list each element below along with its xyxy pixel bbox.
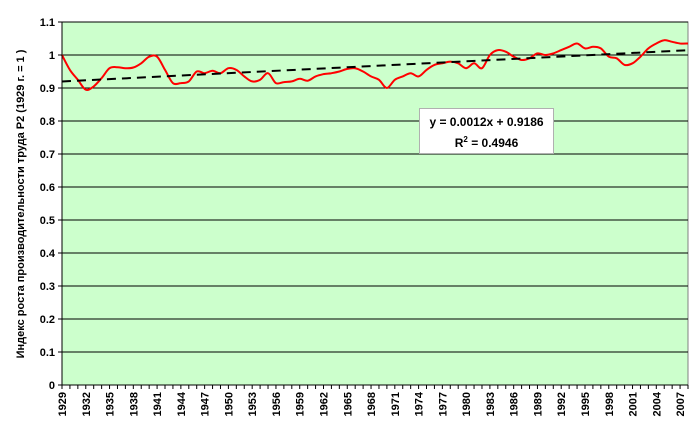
x-tick-label: 1986 [509,392,521,416]
y-tick-label: 0 [49,380,55,392]
x-tick-label: 1938 [128,392,140,416]
series-layer [61,39,689,91]
x-tick-label: 1977 [437,392,449,416]
x-tick-label: 1965 [342,392,354,416]
x-tick-label: 2007 [675,392,687,416]
x-tick-label: 1947 [200,392,212,416]
x-tick-label: 1983 [485,392,497,416]
y-tick-label: 0.6 [40,182,55,194]
y-axis-label: Индекс роста производительности труда P2… [15,49,27,358]
x-tick-label: 1992 [556,392,568,416]
r-squared-label: R2 = 0.4946 [420,131,553,152]
x-tick-label: 1929 [57,392,69,416]
y-tick-label: 0.1 [40,347,55,359]
x-tick-label: 2004 [651,391,663,416]
x-tick-label: 1950 [223,392,235,416]
y-tick-label: 0.7 [40,149,55,161]
x-tick-label: 1932 [81,392,93,416]
r-squared-superscript: 2 [463,135,468,144]
y-tick-label: 0.9 [40,83,55,95]
r-squared-prefix: R [454,136,464,150]
x-axis-ticks: 1929 1932 1935 1938 1941 1944 1947 1950 1953 1956… [57,385,689,416]
x-tick-label: 2001 [628,392,640,416]
x-tick-label: 1941 [152,392,164,416]
y-tick-label: 1.1 [40,17,55,29]
x-tick-label: 1989 [532,392,544,416]
y-tick-label: 0.4 [40,248,56,260]
y-axis-ticks: 0 0.1 0.2 0.3 0.4 0.5 0.6 0.7 0.8 0.9 1 1.1 [40,17,62,392]
x-tick-label: 1998 [604,392,616,416]
x-tick-label: 1974 [414,391,426,416]
x-tick-label: 1944 [176,391,188,416]
y-tick-label: 0.3 [40,281,55,293]
x-tick-label: 1956 [271,392,283,416]
gridlines [62,21,688,353]
x-tick-label: 1968 [366,392,378,416]
plot-area-background [61,21,689,386]
x-tick-label: 1959 [295,392,307,416]
trendline-equation: y = 0.0012x + 0.9186 [429,115,544,129]
y-tick-label: 0.5 [40,215,55,227]
x-tick-label: 1953 [247,392,259,416]
x-tick-label: 1971 [390,392,402,416]
x-tick-label: 1980 [461,392,473,416]
y-tick-label: 0.8 [40,116,55,128]
trendline-equation-box: y = 0.0012x + 0.9186 R2 = 0.4946 [419,108,554,154]
x-tick-label: 1935 [105,392,117,416]
x-tick-label: 1995 [580,392,592,416]
productivity-index-line [61,39,689,91]
y-tick-label: 1 [49,50,55,62]
y-tick-label: 0.2 [40,314,55,326]
r-squared-value: = 0.4946 [467,136,519,150]
x-tick-label: 1962 [318,392,330,416]
